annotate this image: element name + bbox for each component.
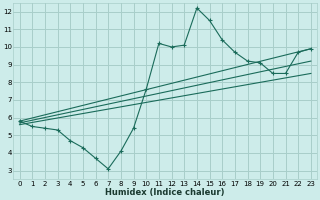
X-axis label: Humidex (Indice chaleur): Humidex (Indice chaleur) [106,188,225,197]
